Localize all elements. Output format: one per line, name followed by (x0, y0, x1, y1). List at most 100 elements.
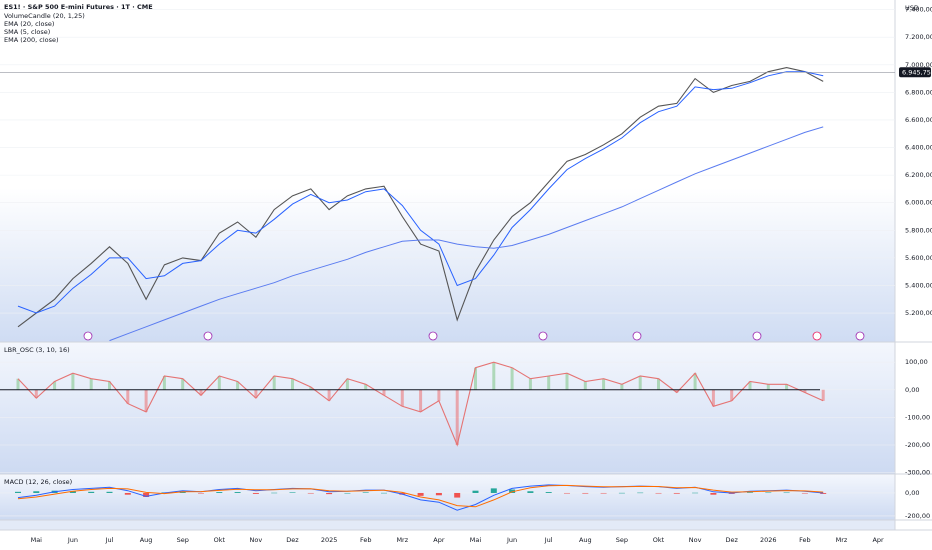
time-label: Jul (544, 536, 553, 544)
histogram-bar (106, 491, 113, 493)
histogram-bar (326, 492, 333, 495)
time-label: Feb (799, 536, 811, 544)
histogram-bar (582, 492, 589, 494)
time-label: 2025 (321, 536, 338, 544)
y-tick-label: 5.800,00 (905, 226, 932, 234)
time-label: Mai (31, 536, 43, 544)
histogram-bar (765, 492, 772, 494)
histogram-bar (15, 491, 21, 493)
histogram-bar (564, 492, 570, 494)
histogram-bar (472, 490, 479, 493)
histogram-bar (692, 492, 699, 494)
histogram-bar (88, 491, 95, 493)
time-label: Nov (689, 536, 702, 544)
y-tick-label: 6.200,00 (905, 171, 932, 179)
y-tick-label: 6.600,00 (905, 116, 932, 124)
histogram-bar (124, 492, 131, 495)
y-tick-label: 100,00 (905, 358, 928, 366)
y-tick-label: 7.200,00 (905, 33, 932, 41)
y-tick-label: -200,00 (905, 512, 930, 520)
pane-2: -200,00 0,00 (0, 484, 930, 520)
y-tick-label: 0,00 (905, 386, 919, 394)
y-tick-label: 5.600,00 (905, 254, 932, 262)
histogram-bar (435, 492, 442, 496)
series-line (17, 361, 824, 447)
y-tick-label: 6.000,00 (905, 199, 932, 207)
y-tick-label: 7.000,00 (905, 61, 932, 69)
pane-1: -300,00 -200,00 -100,00 0,00 100,00 (0, 358, 930, 477)
time-label: 2026 (760, 536, 777, 544)
histogram-bar (820, 492, 827, 494)
series-line (17, 71, 824, 314)
last-price-label: 6.945,75 (902, 68, 931, 76)
bottom-pane (0, 520, 895, 530)
series-line (17, 484, 824, 508)
histogram-bar (234, 492, 241, 493)
histogram-bar (710, 492, 717, 495)
time-label: Sep (177, 536, 189, 544)
indicator-label: EMA (20, close) (4, 20, 54, 28)
histogram-bar (545, 492, 552, 493)
time-label: Okt (653, 536, 665, 544)
time-label: Aug (140, 536, 153, 544)
histogram-bar (600, 492, 607, 494)
histogram-bar (454, 492, 461, 498)
histogram-bar (747, 492, 753, 493)
event-markers (83, 331, 865, 341)
histogram-bar (252, 492, 259, 494)
osc-pane (0, 342, 895, 474)
chart-title: ES1! · S&P 500 E-mini Futures · 1T · CME (4, 3, 153, 11)
time-label: Mrz (396, 536, 408, 544)
time-label: Sep (616, 536, 628, 544)
histogram-bar (417, 492, 424, 496)
y-tick-label: 0,00 (905, 489, 919, 497)
time-label: Jul (105, 536, 114, 544)
y-tick-label: 6.400,00 (905, 144, 932, 152)
y-tick-label: 5.200,00 (905, 309, 932, 317)
histogram-bar (33, 491, 40, 493)
time-label: Dez (725, 536, 738, 544)
y-tick-label: -200,00 (905, 441, 930, 449)
indicator-label: VolumeCandle (20, 1,25) (4, 12, 85, 20)
pane-0: 5.200,00 5.400,00 5.600,00 5.800,00 6.000,00… (0, 6, 932, 342)
time-label: Feb (360, 536, 372, 544)
histogram-bar (198, 492, 204, 494)
histogram-bar (490, 488, 497, 493)
indicator-label: SMA (5, close) (4, 28, 50, 36)
time-label: Aug (579, 536, 592, 544)
histogram-bar (362, 492, 369, 493)
series-line (109, 126, 824, 342)
histogram-bar (344, 492, 351, 494)
histogram-bar (618, 492, 625, 494)
macd-pane (0, 474, 895, 520)
main-pane (0, 0, 895, 342)
histogram-bar (69, 491, 76, 493)
time-label: Jun (506, 536, 517, 544)
y-tick-label: 7.400,00 (905, 6, 932, 14)
y-tick-label: 5.400,00 (905, 281, 932, 289)
time-label: Apr (433, 536, 445, 544)
histogram-bar (381, 492, 387, 494)
y-tick-label: 6.800,00 (905, 88, 932, 96)
histogram-bar (783, 492, 790, 494)
time-label: Nov (250, 536, 263, 544)
histogram-bar (801, 492, 808, 494)
histogram-bar (655, 492, 662, 494)
series-line (17, 67, 824, 328)
y-tick-label: -300,00 (905, 469, 930, 477)
macd-title: MACD (12, 26, close) (4, 478, 72, 486)
histogram-bar (289, 492, 296, 493)
indicator-label: EMA (200, close) (4, 36, 59, 44)
time-label: Mai (470, 536, 482, 544)
time-label: Jun (67, 536, 78, 544)
time-label: Dez (286, 536, 299, 544)
histogram-bar (637, 492, 644, 494)
histogram-bar (673, 492, 680, 494)
osc-title: LBR_OSC (3, 10, 16) (4, 346, 70, 354)
time-label: Okt (214, 536, 226, 544)
last-price-box (899, 67, 931, 78)
time-label: Mrz (836, 536, 848, 544)
histogram-bar (307, 492, 314, 494)
currency: USD (905, 4, 919, 12)
